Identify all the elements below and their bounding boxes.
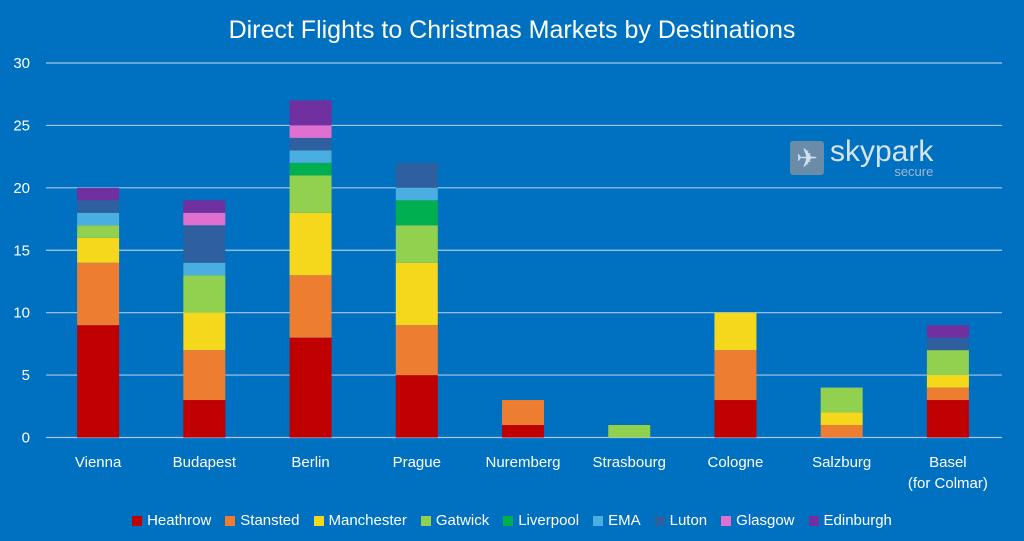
bar-segment-ema — [289, 150, 332, 163]
x-tick-label: Cologne — [707, 454, 763, 471]
bar-segment-stansted — [183, 350, 226, 401]
bar-segment-stansted — [714, 350, 757, 401]
bar-segment-ema — [183, 262, 226, 276]
bar-segment-luton — [289, 137, 332, 151]
legend-label: Liverpool — [518, 512, 580, 529]
bar-segment-heathrow — [183, 400, 226, 438]
legend-swatch — [503, 515, 514, 526]
legend-item-ema: EMA — [593, 512, 641, 529]
bar-segment-gatwick — [608, 425, 651, 438]
bar-segment-stansted — [502, 400, 544, 426]
y-tick-label: 20 — [13, 180, 30, 197]
bar-segment-manchester — [77, 237, 120, 263]
bar-segment-gatwick — [820, 387, 863, 413]
legend: Heathrow Stansted Manchester Gatwick Liverpo… — [0, 512, 1024, 529]
legend-swatch — [132, 515, 143, 526]
y-tick-label: 5 — [22, 367, 30, 384]
legend-item-liverpool: Liverpool — [503, 512, 579, 529]
bar-segment-edinburgh — [289, 100, 332, 126]
bar-segment-gatwick — [289, 175, 332, 213]
bar-segment-manchester — [183, 312, 226, 351]
bar-segment-manchester — [289, 212, 332, 276]
logo-name: skypark — [830, 135, 934, 168]
bar-segment-ema — [77, 212, 120, 226]
x-tick-label: Prague — [393, 454, 441, 471]
bar-segment-glasgow — [289, 125, 332, 138]
legend-item-glasgow: Glasgow — [721, 512, 795, 529]
legend-swatch — [225, 515, 236, 526]
bar-segment-manchester — [926, 375, 969, 388]
y-tick-label: 15 — [13, 242, 30, 259]
legend-swatch — [420, 515, 431, 526]
y-tick-label: 10 — [13, 305, 30, 322]
x-tick-label: Budapest — [173, 454, 237, 471]
bar-segment-heathrow — [502, 425, 544, 438]
bar-segment-glasgow — [183, 212, 226, 226]
legend-item-luton: Luton — [654, 512, 708, 529]
bar-segment-luton — [183, 225, 226, 263]
bar-segment-luton — [395, 162, 438, 188]
bar-segment-gatwick — [183, 275, 226, 313]
bar-segment-gatwick — [926, 350, 969, 376]
bar-segment-manchester — [395, 262, 438, 326]
bar-segment-manchester — [820, 412, 863, 426]
bar-segment-luton — [77, 200, 120, 213]
legend-swatch — [654, 515, 665, 526]
bar-segment-ema — [395, 187, 438, 201]
legend-item-gatwick: Gatwick — [420, 512, 490, 529]
legend-item-manchester: Manchester — [313, 512, 407, 529]
bar-segment-edinburgh — [183, 200, 226, 213]
legend-label: EMA — [608, 512, 641, 529]
x-tick-label-line2: (for Colmar) — [908, 475, 988, 492]
bar-segment-heathrow — [289, 337, 332, 438]
legend-item-edinburgh: Edinburgh — [808, 512, 892, 529]
x-tick-label: Salzburg — [812, 454, 871, 471]
bar-segment-stansted — [926, 387, 969, 401]
legend-swatch — [313, 515, 324, 526]
legend-label: Glasgow — [736, 512, 795, 529]
y-tick-label: 0 — [22, 430, 30, 447]
logo-sub: secure — [894, 164, 934, 179]
bar-segment-heathrow — [714, 400, 757, 438]
legend-item-stansted: Stansted — [225, 512, 300, 529]
bar-segment-liverpool — [395, 200, 438, 226]
bar-segment-heathrow — [395, 375, 438, 438]
bar-segment-gatwick — [77, 225, 120, 238]
skypark-logo: ✈ skypark secure — [790, 135, 934, 179]
x-tick-label: Vienna — [75, 454, 122, 471]
bar-segment-liverpool — [289, 162, 332, 176]
bar-segment-stansted — [820, 425, 863, 438]
bar-segment-manchester — [714, 312, 757, 351]
bar-segment-edinburgh — [926, 325, 969, 338]
legend-label: Gatwick — [435, 512, 490, 529]
legend-label: Manchester — [328, 512, 407, 529]
x-tick-label: Nuremberg — [485, 454, 560, 471]
x-tick-label: Basel — [929, 454, 967, 471]
bar-segment-stansted — [77, 262, 120, 326]
legend-label: Luton — [669, 512, 708, 529]
bar-segment-luton — [926, 337, 969, 351]
bar-segment-stansted — [395, 325, 438, 376]
legend-swatch — [721, 515, 732, 526]
bar-segment-gatwick — [395, 225, 438, 263]
legend-item-heathrow: Heathrow — [132, 512, 211, 529]
bar-segment-stansted — [289, 275, 332, 338]
chart-title: Direct Flights to Christmas Markets by D… — [228, 16, 796, 44]
y-tick-label: 30 — [13, 55, 30, 72]
x-tick-label: Strasbourg — [593, 454, 666, 471]
legend-swatch — [808, 515, 819, 526]
legend-swatch — [593, 515, 604, 526]
x-tick-label: Berlin — [291, 454, 329, 471]
legend-label: Stansted — [240, 512, 300, 529]
legend-label: Heathrow — [147, 512, 212, 529]
bar-segment-heathrow — [77, 325, 120, 438]
legend-label: Edinburgh — [823, 512, 892, 529]
airplane-icon: ✈ — [790, 141, 824, 175]
bar-segment-heathrow — [926, 400, 969, 438]
y-tick-label: 25 — [13, 117, 30, 134]
bar-segment-edinburgh — [77, 187, 120, 201]
